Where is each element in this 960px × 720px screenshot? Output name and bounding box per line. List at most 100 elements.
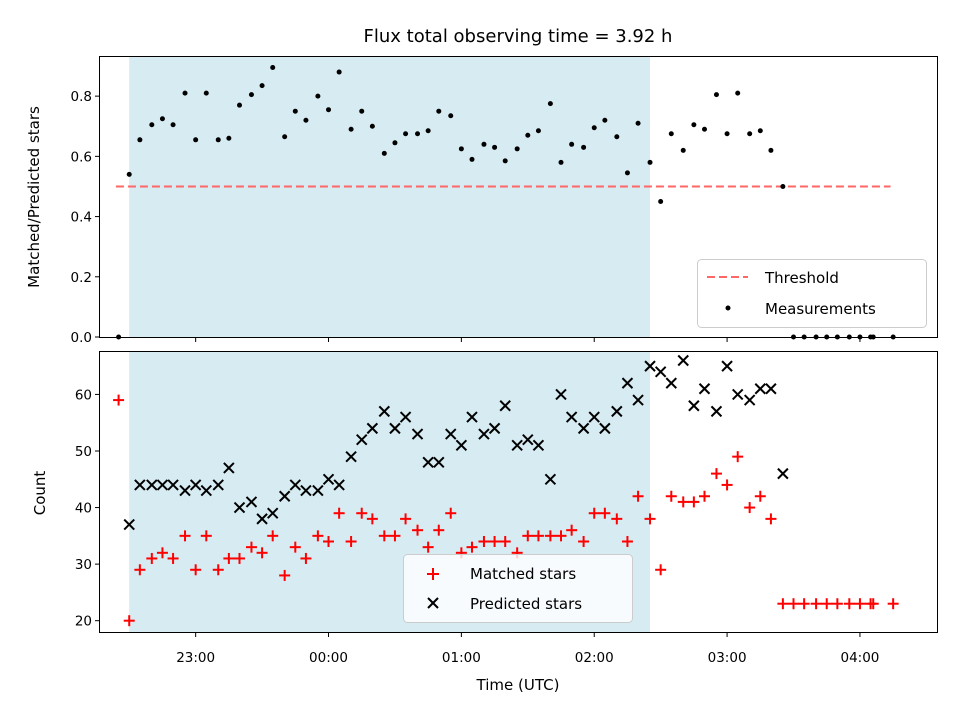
measurement-point xyxy=(336,69,342,75)
count-y-tick-label: 60 xyxy=(75,387,92,403)
matched-star-point xyxy=(412,524,424,536)
matched-star-point xyxy=(234,552,245,564)
measurement-point xyxy=(381,150,387,156)
measurement-point xyxy=(137,137,143,143)
predicted-star-point xyxy=(665,377,677,389)
predicted-star-point xyxy=(146,479,158,491)
matched-star-point xyxy=(744,502,756,514)
matched-star-point xyxy=(113,394,125,406)
measurement-point xyxy=(658,199,664,205)
matched-star-point xyxy=(522,530,534,542)
predicted-star-point xyxy=(433,456,445,469)
measurement-point xyxy=(392,140,398,146)
count-y-axis: 20 30 40 50 60 xyxy=(75,387,100,630)
measurement-point xyxy=(348,126,354,132)
predicted-star-point xyxy=(544,473,557,485)
predicted-star-point xyxy=(278,490,291,502)
count-legend-box xyxy=(403,554,633,623)
measurement-point xyxy=(193,137,199,143)
count-panel-frame xyxy=(99,351,938,633)
predicted-star-point xyxy=(677,354,689,367)
measurement-point xyxy=(369,123,375,129)
predicted-star-point xyxy=(312,484,324,497)
measurement-point xyxy=(149,122,155,128)
measurement-point xyxy=(415,131,421,137)
measurement-point xyxy=(581,144,587,150)
threshold-legend-label: Threshold xyxy=(764,269,839,287)
matched-legend-swatch xyxy=(427,568,439,580)
predicted-star-point xyxy=(765,383,777,395)
count-panel: 20 30 40 50 60 23:00 00:00 01:00 02:00 03:00 04:0… xyxy=(31,351,938,694)
matched-star-point xyxy=(721,479,733,491)
predicted-star-point xyxy=(754,383,767,395)
measurement-point xyxy=(569,141,575,147)
matched-star-point xyxy=(333,507,345,519)
predicted-star-point xyxy=(356,433,368,446)
measurement-point xyxy=(724,131,730,137)
measurement-point xyxy=(535,128,541,134)
measurement-point xyxy=(259,83,265,89)
count-y-tick-label: 40 xyxy=(75,501,92,517)
measurement-point xyxy=(647,159,653,165)
matched-star-point xyxy=(190,564,202,576)
measurement-point xyxy=(203,90,209,96)
ratio-y-tick-label: 0.4 xyxy=(71,210,92,226)
matched-star-point xyxy=(123,615,135,627)
predicted-star-point xyxy=(445,428,457,440)
measurement-point xyxy=(303,117,309,123)
matched-star-point xyxy=(466,541,478,553)
measurement-point xyxy=(126,171,132,177)
measurement-point xyxy=(182,90,188,96)
predicted-star-point xyxy=(223,462,235,474)
predicted-star-point xyxy=(399,411,412,423)
measurement-point xyxy=(237,102,242,108)
predicted-star-point xyxy=(488,422,501,435)
measurement-point xyxy=(547,101,553,107)
measurement-point xyxy=(502,158,508,164)
count-y-tick-label: 20 xyxy=(75,614,92,630)
measurement-point xyxy=(624,170,630,176)
predicted-star-point xyxy=(233,501,246,514)
matched-star-point xyxy=(134,564,146,576)
predicted-star-point xyxy=(256,513,268,525)
count-x-tick-label: 23:00 xyxy=(176,650,215,666)
measurement-point xyxy=(315,93,321,99)
measurement-point xyxy=(159,116,165,122)
matched-star-point xyxy=(677,496,689,508)
matched-star-point xyxy=(445,507,457,519)
measurement-point xyxy=(525,132,531,138)
matched-star-point xyxy=(588,507,600,519)
predicted-star-point xyxy=(511,439,523,452)
count-y-tick-label: 50 xyxy=(75,444,92,460)
matched-star-point xyxy=(599,507,611,519)
ratio-y-label: Matched/Predicted stars xyxy=(25,106,43,288)
matched-star-point xyxy=(578,535,590,547)
predicted-star-point xyxy=(167,479,179,491)
predicted-star-point xyxy=(366,422,379,435)
matched-star-point xyxy=(710,468,722,480)
count-x-tick-label: 00:00 xyxy=(309,650,348,666)
matched-star-point xyxy=(267,530,279,542)
matched-star-point xyxy=(611,513,623,525)
predicted-star-point xyxy=(588,411,600,423)
matched-star-point xyxy=(732,451,744,463)
predicted-star-point xyxy=(134,479,146,491)
measurement-point xyxy=(425,128,431,134)
count-x-tick-label: 01:00 xyxy=(442,650,481,666)
ratio-legend: Threshold Measurements xyxy=(697,259,927,328)
matched-star-point xyxy=(854,598,866,610)
matched-star-point xyxy=(499,535,511,547)
predicted-star-point xyxy=(555,388,567,401)
matched-star-point xyxy=(688,496,700,508)
predicted-star-point xyxy=(411,428,424,440)
matched-star-point xyxy=(867,598,879,610)
chart-title: Flux total observing time = 3.92 h xyxy=(364,26,673,47)
predicted-star-point xyxy=(300,484,312,497)
predicted-star-point xyxy=(654,366,667,378)
predicted-star-point xyxy=(777,467,789,480)
matched-legend-label: Matched stars xyxy=(470,565,576,583)
matched-star-point xyxy=(887,598,899,610)
predicted-star-point xyxy=(378,405,391,418)
measurement-point xyxy=(270,65,276,71)
predicted-star-point xyxy=(455,439,468,452)
